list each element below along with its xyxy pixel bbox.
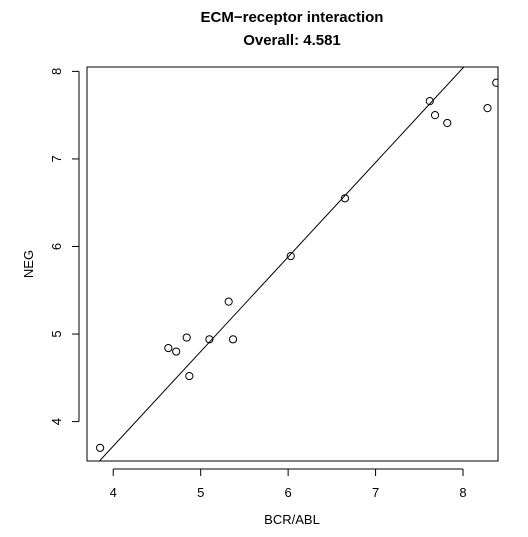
data-point <box>205 335 214 344</box>
data-point <box>164 343 173 353</box>
data-points <box>96 78 498 452</box>
chart-subtitle: Overall: 4.581 <box>243 32 341 49</box>
y-axis-label: NEG <box>21 250 36 278</box>
y-tick-label: 4 <box>49 418 64 425</box>
data-point <box>483 104 492 113</box>
y-tick-label: 5 <box>49 330 64 337</box>
data-point <box>172 347 181 356</box>
chart-title: ECM−receptor interaction <box>201 9 384 26</box>
data-point <box>286 252 295 261</box>
data-point <box>185 371 194 381</box>
data-point <box>443 118 452 128</box>
x-tick-label: 8 <box>459 485 466 500</box>
data-point <box>182 333 191 342</box>
x-tick-label: 6 <box>285 485 292 500</box>
data-point <box>492 78 498 87</box>
x-tick-label: 7 <box>372 485 379 500</box>
y-tick-label: 6 <box>49 243 64 250</box>
y-axis: 4 5 6 7 8 <box>49 68 80 425</box>
data-point <box>425 97 434 106</box>
data-point <box>340 194 350 203</box>
x-tick-label: 5 <box>197 485 204 500</box>
data-point <box>430 111 440 120</box>
data-point <box>228 335 238 344</box>
regression-line <box>98 67 465 461</box>
data-point <box>224 297 233 306</box>
x-tick-label: 4 <box>110 485 117 500</box>
y-tick-label: 7 <box>49 155 64 162</box>
data-point <box>96 443 105 452</box>
plot-frame <box>86 66 499 462</box>
x-axis-label: BCR/ABL <box>264 512 320 527</box>
x-axis: 4 5 6 7 8 <box>110 468 467 500</box>
y-tick-label: 8 <box>49 68 64 75</box>
